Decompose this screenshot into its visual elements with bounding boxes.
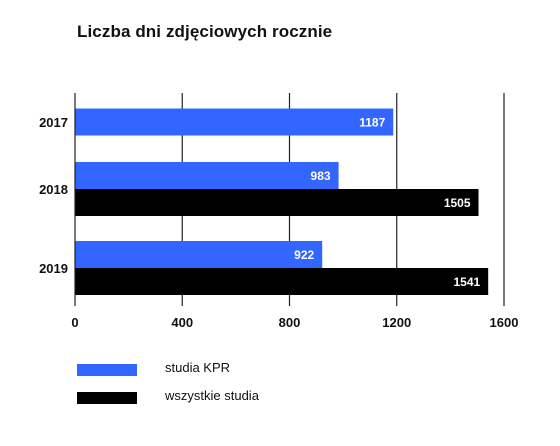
bar-2019-series-1 (75, 268, 489, 295)
bar-2019-series-0 (75, 241, 323, 268)
legend-label-studia-kpr: studia KPR (165, 360, 231, 375)
data-label-2019-series-0: 922 (294, 248, 314, 262)
x-tick-label-1600: 1600 (490, 315, 519, 330)
chart-title: Liczba dni zdjęciowych rocznie (77, 22, 333, 41)
bar-2018-series-1 (75, 189, 479, 216)
bar-2018-series-0 (75, 162, 339, 189)
category-label-2017: 2017 (39, 115, 68, 130)
category-label-2018: 2018 (39, 182, 68, 197)
data-label-2019-series-1: 1541 (453, 275, 480, 289)
bar-2017-series-0 (75, 108, 394, 136)
data-label-2018-series-1: 1505 (444, 196, 471, 210)
legend-label-wszystkie-studia: wszystkie studia (165, 388, 259, 403)
category-label-2019: 2019 (39, 261, 68, 276)
x-tick-label-800: 800 (279, 315, 301, 330)
x-tick-label-400: 400 (171, 315, 193, 330)
x-tick-label-0: 0 (71, 315, 78, 330)
legend-swatch-wszystkie-studia (77, 392, 137, 404)
data-label-2018-series-0: 983 (311, 169, 331, 183)
legend-swatch-studia-kpr (77, 364, 137, 376)
data-label-2017-series-0: 1187 (359, 116, 385, 130)
x-tick-label-1200: 1200 (382, 315, 411, 330)
